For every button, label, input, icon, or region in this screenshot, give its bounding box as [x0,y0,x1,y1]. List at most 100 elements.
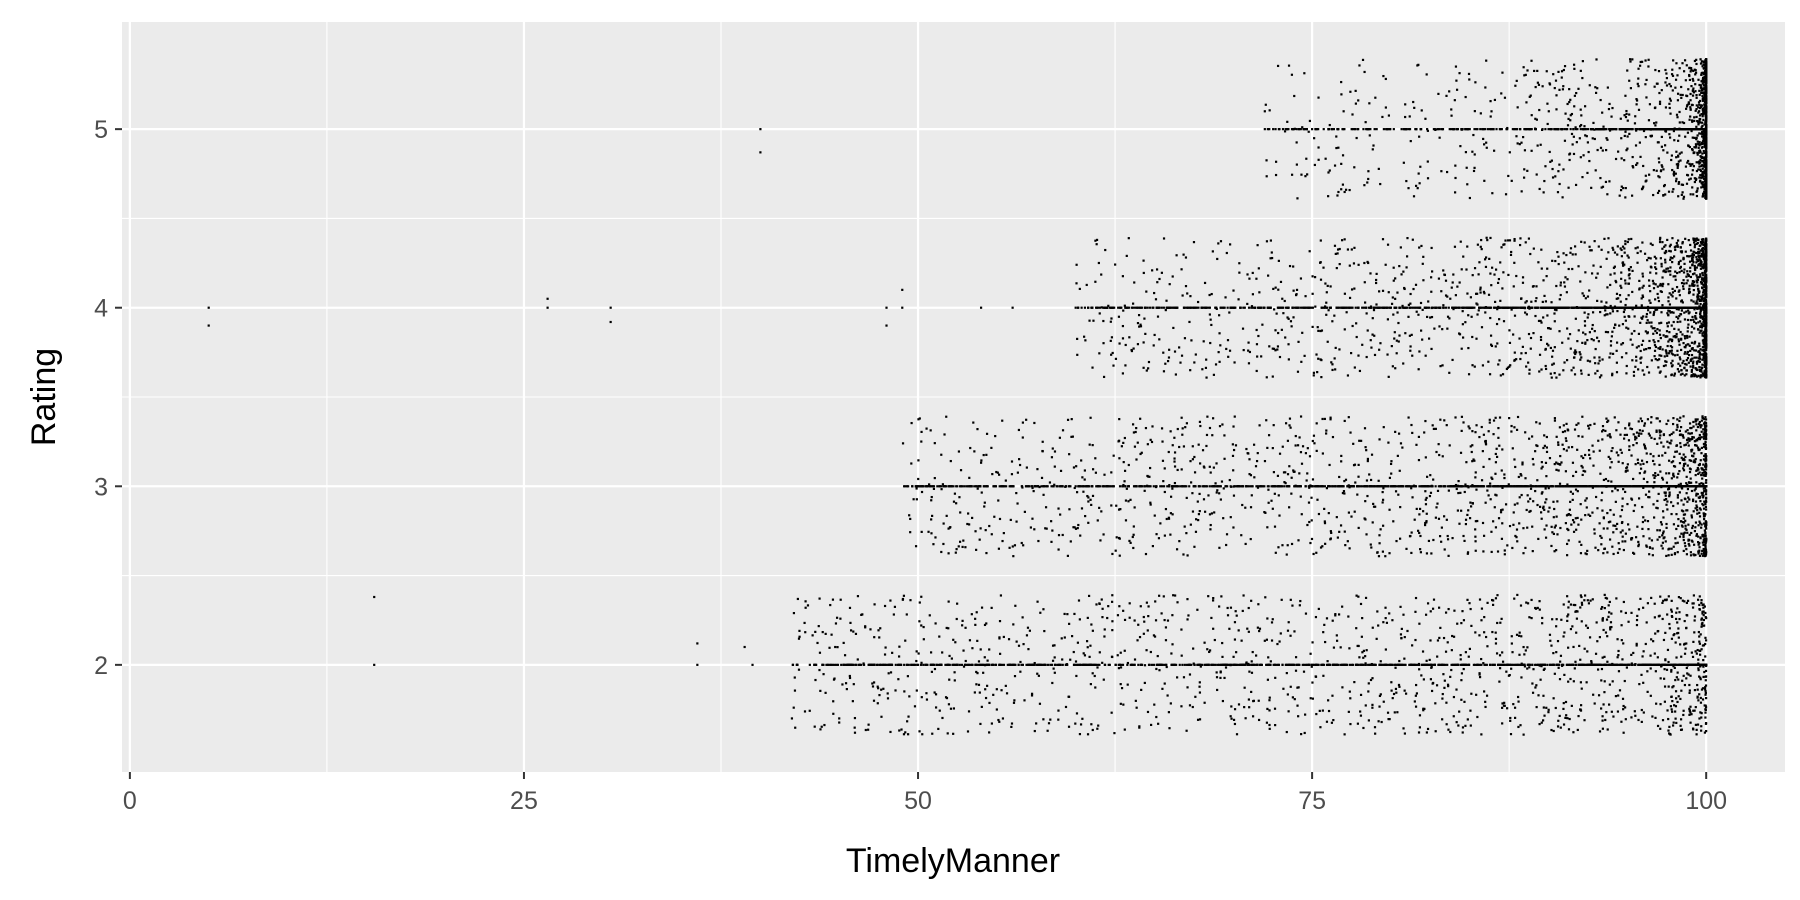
data-point [1577,714,1580,718]
data-point [1510,485,1514,488]
data-point [973,691,976,694]
data-point [1624,540,1627,543]
data-point [1419,485,1423,488]
data-point [1704,679,1707,682]
data-point [1605,711,1608,714]
data-point [1704,499,1708,503]
data-point [1516,502,1519,505]
data-point [1231,454,1235,457]
data-point [1700,716,1703,719]
data-point [1279,632,1282,635]
data-point [1705,433,1708,436]
data-point [1529,497,1532,500]
data-point [1679,445,1682,448]
data-point [1220,595,1223,598]
data-point [1598,522,1601,525]
data-point [1397,683,1401,687]
data-point [1365,649,1368,652]
data-point [990,446,993,449]
data-point [1651,715,1654,718]
data-point [1645,460,1649,464]
data-point [1464,651,1467,654]
data-point [1474,631,1477,634]
data-point [1401,663,1404,666]
data-point [1274,551,1277,554]
data-point [1357,595,1360,598]
data-point [1557,666,1560,669]
data-point [1466,551,1470,554]
data-point [1506,544,1509,547]
data-point [1329,416,1332,419]
data-point [1106,616,1109,620]
data-point [1460,698,1463,701]
data-point [1118,554,1121,557]
data-point [1589,423,1592,427]
data-point [696,663,699,666]
data-point [1656,442,1659,445]
data-point [1481,450,1484,453]
data-point [867,728,870,731]
data-point [913,705,917,708]
data-point [1080,663,1083,666]
data-point [1705,479,1708,482]
data-point [848,674,851,678]
data-point [1318,709,1321,712]
data-point [1044,663,1047,666]
data-point [1587,602,1591,605]
data-point [1499,621,1502,624]
data-point [1702,468,1705,472]
data-point [1603,485,1606,488]
data-point [1539,505,1542,508]
data-point [1169,495,1173,498]
data-point [1687,496,1690,499]
data-point [1492,599,1495,602]
data-point [1139,605,1142,608]
data-point [1091,468,1095,471]
data-point [1487,494,1490,497]
data-point [891,663,894,666]
data-point [1690,516,1694,519]
data-point [1699,711,1702,714]
data-point [1554,485,1557,488]
data-point [873,603,876,606]
data-point [1612,552,1615,556]
data-point [1670,608,1673,611]
data-point [1186,598,1189,601]
data-point [864,728,867,732]
data-point [1637,434,1640,437]
data-point [1662,433,1666,436]
data-point [1163,490,1166,494]
data-point [1234,444,1238,447]
data-point [1612,524,1615,527]
data-point [1422,663,1426,666]
data-point [1661,454,1664,457]
data-point [1340,454,1343,458]
data-point [1081,485,1084,488]
data-point [1057,534,1061,537]
data-point [1384,663,1387,666]
data-point [1574,488,1578,491]
data-point [1103,663,1106,666]
data-point [1484,443,1488,446]
data-point [1409,663,1412,666]
data-point [1701,493,1704,497]
data-point [1681,599,1684,602]
data-point [1688,707,1691,710]
data-point [1567,539,1570,542]
data-point [1087,594,1091,598]
data-point [1565,449,1568,452]
data-point [1263,128,1266,131]
data-point [1199,665,1202,668]
data-point [1177,485,1180,488]
data-point [1698,608,1701,611]
data-point [1441,455,1444,458]
data-point [1101,607,1104,610]
data-point [1702,507,1706,510]
data-point [1395,691,1398,694]
data-point [1568,717,1571,721]
data-point [1705,508,1708,511]
data-point [1496,663,1500,666]
data-point [1101,616,1104,619]
data-point [1074,306,1077,309]
data-point [1507,483,1510,486]
